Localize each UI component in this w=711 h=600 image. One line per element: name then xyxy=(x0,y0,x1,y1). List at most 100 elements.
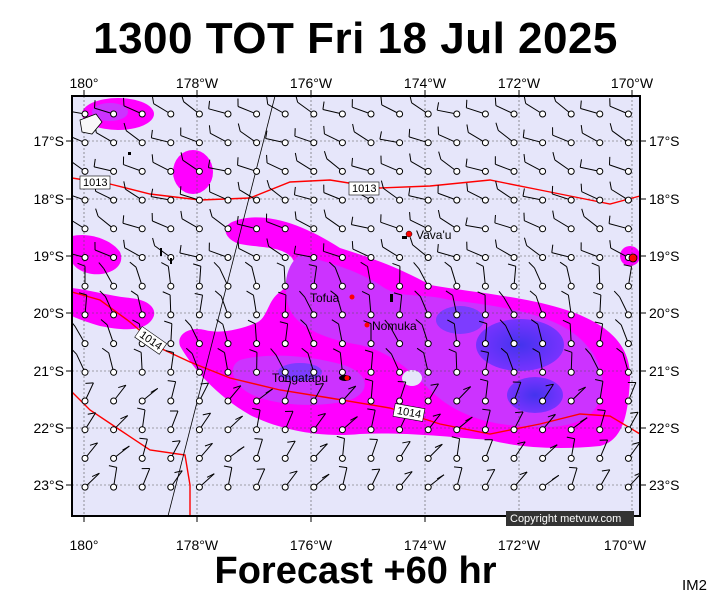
wind-barb xyxy=(78,292,89,319)
barb-feather xyxy=(559,261,567,268)
barb-feather xyxy=(165,350,174,353)
barb-feather xyxy=(351,241,354,250)
wind-barb xyxy=(167,470,183,491)
barb-feather xyxy=(279,321,288,325)
lon-tick-bottom: 180° xyxy=(70,537,99,553)
wind-barb xyxy=(510,471,528,491)
barb-station xyxy=(195,454,203,462)
barb-station xyxy=(81,340,89,348)
barb-feather xyxy=(293,186,296,195)
wind-barb xyxy=(293,245,318,261)
barb-station xyxy=(338,225,346,233)
barb-feather xyxy=(379,131,382,140)
wind-barb xyxy=(207,159,232,175)
barb-station xyxy=(224,483,232,491)
wind-barb xyxy=(310,383,324,405)
barb-feather xyxy=(236,215,239,225)
barb-station xyxy=(367,483,375,491)
barb-station xyxy=(338,483,346,491)
barb-station xyxy=(539,167,547,175)
barb-feather xyxy=(246,290,254,296)
wind-barb xyxy=(566,436,576,462)
barb-feather xyxy=(348,385,356,390)
wind-barb xyxy=(108,465,118,491)
barb-feather xyxy=(181,96,185,102)
wind-barb xyxy=(130,290,146,319)
wind-barb xyxy=(310,473,330,491)
barb-station xyxy=(167,426,175,434)
barb-feather xyxy=(123,122,127,131)
barb-station xyxy=(310,196,318,204)
barb-station xyxy=(110,483,118,491)
barb-feather xyxy=(566,436,575,440)
barb-feather xyxy=(523,237,528,246)
barb-station xyxy=(367,139,375,147)
barb-feather xyxy=(436,474,445,480)
wind-barb xyxy=(193,263,203,290)
wind-barb xyxy=(559,261,575,290)
wind-barb xyxy=(567,386,586,405)
barb-station xyxy=(624,454,632,462)
lat-tick-left: 21°S xyxy=(33,363,64,379)
barb-station xyxy=(596,368,604,376)
wind-barb xyxy=(252,407,261,434)
barb-station xyxy=(195,426,203,434)
barb-station xyxy=(81,454,89,462)
barb-station xyxy=(281,397,289,405)
wind-barb xyxy=(72,253,89,261)
barb-station xyxy=(167,225,175,233)
barb-feather xyxy=(294,211,297,220)
barb-station xyxy=(195,282,203,290)
wind-barb xyxy=(437,126,461,147)
barb-station xyxy=(539,110,547,118)
wind-barb xyxy=(167,380,177,405)
barb-station xyxy=(110,225,118,233)
wind-barb xyxy=(237,157,261,175)
wind-barb xyxy=(93,100,118,118)
barb-feather xyxy=(445,290,453,296)
barb-feather xyxy=(437,243,439,253)
wind-barb xyxy=(122,156,146,175)
barb-feather xyxy=(434,443,443,448)
wind-barb xyxy=(350,216,375,233)
barb-feather xyxy=(208,100,211,109)
barb-station xyxy=(253,254,261,261)
wind-barb xyxy=(393,292,404,319)
wind-barb xyxy=(608,215,632,233)
wind-barb xyxy=(494,214,518,233)
dateline-boundary xyxy=(167,95,276,517)
svg-text:1013: 1013 xyxy=(83,177,107,189)
lat-tick-left: 22°S xyxy=(33,420,64,436)
barb-station xyxy=(253,397,261,405)
barb-station xyxy=(310,110,318,118)
wind-barb xyxy=(591,262,604,290)
barb-feather xyxy=(351,157,354,166)
lon-tick-top: 180° xyxy=(70,75,99,91)
wind-barb xyxy=(539,383,554,405)
barb-feather xyxy=(184,319,191,326)
barb-station xyxy=(596,254,604,261)
barb-feather xyxy=(77,262,86,267)
barb-feather xyxy=(85,382,94,384)
barb-feather xyxy=(477,291,486,296)
wind-barb xyxy=(416,347,432,376)
map-frame xyxy=(71,95,641,517)
barb-station xyxy=(310,225,318,233)
barb-station xyxy=(596,454,604,462)
lat-tick-left: 19°S xyxy=(33,248,64,264)
wind-barb xyxy=(363,320,375,348)
barb-station xyxy=(224,340,232,348)
barb-station xyxy=(281,139,289,147)
barb-feather xyxy=(402,440,411,444)
wind-barb xyxy=(216,319,232,348)
wind-barb xyxy=(328,261,346,290)
barb-feather xyxy=(152,237,156,246)
barb-station xyxy=(453,282,461,290)
barb-feather xyxy=(193,263,201,267)
barb-feather xyxy=(213,261,220,269)
wind-barb xyxy=(609,123,632,147)
wind-barb xyxy=(338,385,357,405)
barb-station xyxy=(510,397,518,405)
wind-barb xyxy=(595,379,604,405)
wind-barb xyxy=(567,417,588,434)
